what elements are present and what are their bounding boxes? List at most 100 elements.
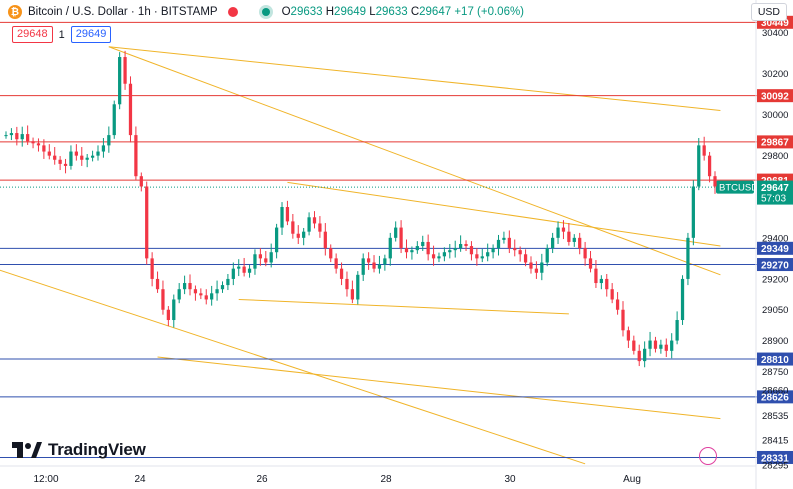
level-tag-28810 <box>757 352 793 366</box>
candle <box>540 253 544 281</box>
candle <box>123 50 127 90</box>
candle <box>686 232 690 286</box>
candle <box>345 271 349 297</box>
candle <box>507 230 511 254</box>
candle <box>31 137 35 149</box>
candle <box>643 341 647 368</box>
candle <box>437 252 441 263</box>
candle <box>583 241 587 266</box>
candle <box>670 333 674 359</box>
candle <box>518 246 522 262</box>
trendline-2[interactable] <box>108 46 721 276</box>
level-tag-29867 <box>757 135 793 149</box>
candle <box>491 244 495 259</box>
price-tick: 28900 <box>762 336 788 347</box>
level-label-29270: 29270 <box>761 260 789 271</box>
candle <box>459 235 463 252</box>
candle <box>134 126 138 180</box>
candle <box>404 239 409 259</box>
candle <box>63 158 68 174</box>
price-tick: 28295 <box>762 460 788 471</box>
level-label-30449: 30449 <box>761 18 789 29</box>
tradingview-logo-icon <box>12 442 42 458</box>
candle <box>653 336 658 353</box>
price-tick: 29400 <box>762 233 788 244</box>
candle <box>410 246 414 260</box>
candle <box>464 240 468 251</box>
candle <box>702 136 706 161</box>
currency-selector[interactable]: USD <box>750 3 787 21</box>
candle <box>36 138 41 152</box>
candle <box>480 248 484 263</box>
candle <box>469 241 474 261</box>
candle <box>339 262 344 286</box>
price-tick: 28660 <box>762 385 788 396</box>
candle <box>312 211 317 229</box>
candle <box>502 231 506 244</box>
time-tick: 30 <box>504 474 516 485</box>
trendline-4[interactable] <box>157 356 721 420</box>
price-tick: 30200 <box>762 69 788 80</box>
candle <box>85 154 89 168</box>
candle <box>442 247 447 262</box>
symbol-tag-label: BTCUSD <box>719 183 758 194</box>
price-tick: 29800 <box>762 151 788 162</box>
candle <box>377 255 382 274</box>
candle <box>399 220 403 254</box>
market-status-icon <box>227 7 238 17</box>
snapshot-icon[interactable] <box>699 447 717 465</box>
candle <box>356 271 360 305</box>
candle <box>101 137 106 158</box>
candle <box>80 147 84 166</box>
trendline-5[interactable] <box>287 181 721 247</box>
buy-button[interactable]: 29649 <box>70 26 112 43</box>
candle <box>329 244 333 263</box>
candle <box>594 260 598 288</box>
candle <box>193 285 198 301</box>
level-tag-29270 <box>757 258 793 272</box>
candle <box>247 264 252 278</box>
candle <box>307 212 311 236</box>
price-tick: 28750 <box>762 367 788 378</box>
change-readout: +17 (+0.06%) <box>454 6 525 18</box>
candle <box>421 235 425 251</box>
level-tag-29349 <box>757 241 793 255</box>
sell-button[interactable]: 29648 <box>12 26 53 43</box>
quantity-field[interactable]: 1 <box>58 28 65 41</box>
candle <box>637 344 641 367</box>
candle <box>161 280 165 315</box>
candle <box>145 181 149 265</box>
candle <box>4 131 8 139</box>
trendline-6[interactable] <box>238 298 569 315</box>
time-tick: 26 <box>256 474 268 485</box>
candle <box>448 244 452 259</box>
candle <box>523 249 528 267</box>
candle <box>561 220 566 240</box>
candle <box>366 252 371 270</box>
candle <box>691 180 695 246</box>
candle <box>220 281 225 293</box>
candle <box>372 255 376 273</box>
candle <box>334 253 338 274</box>
candle <box>155 271 160 293</box>
candle <box>599 275 603 290</box>
trendline-1[interactable] <box>108 46 721 111</box>
candle <box>296 225 300 244</box>
candle <box>210 285 214 306</box>
candle <box>291 214 295 239</box>
trendline-3[interactable] <box>0 269 586 465</box>
candle <box>150 252 154 287</box>
candle <box>567 223 571 246</box>
countdown-label: 57:03 <box>761 194 786 205</box>
candle <box>626 326 631 348</box>
candle <box>621 301 625 337</box>
symbol-title[interactable]: Bitcoin / U.S. Dollar · 1h · BITSTAMP <box>28 6 218 18</box>
candle <box>383 254 387 271</box>
time-tick: 12:00 <box>33 474 58 485</box>
candle <box>215 280 219 301</box>
candle <box>664 338 668 357</box>
candle <box>112 100 116 139</box>
candle <box>572 234 576 247</box>
candle <box>242 257 246 277</box>
